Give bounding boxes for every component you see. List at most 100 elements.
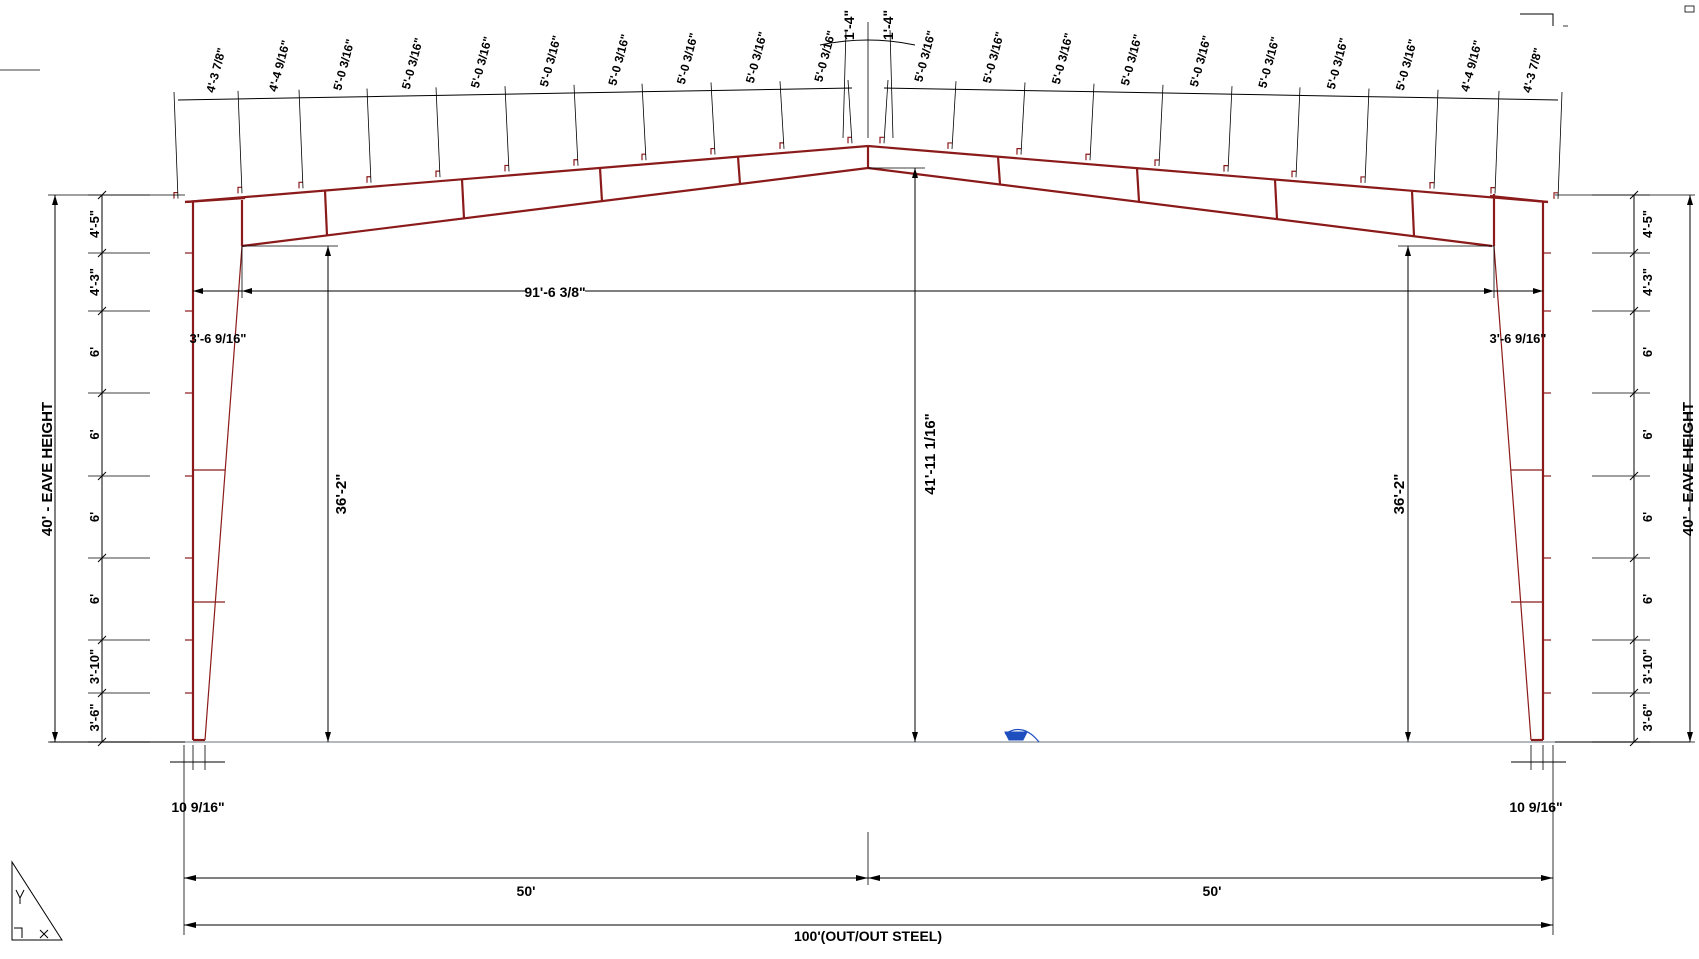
total-width-label: 100'(OUT/OUT STEEL): [794, 928, 942, 944]
base-width-dimension-right: 10 9/16": [1509, 745, 1566, 815]
purlin-extension-line: [1089, 83, 1095, 161]
rafter-left: [184, 144, 870, 248]
purlin-spacing-label-left: 5'-0 3/16": [811, 29, 838, 83]
base-width-label-right: 10 9/16": [1509, 799, 1562, 815]
purlin-spacing-label-left: 4'-4 9/16": [266, 39, 293, 93]
purlin-clip: [366, 176, 371, 183]
purlin-clip: [879, 136, 884, 144]
purlin-clip: [1553, 192, 1558, 199]
clear-height-dimension-right: 36'-2": [1391, 245, 1494, 742]
rafter-splice-plate: [1410, 190, 1416, 237]
purlin-clip: [298, 181, 303, 189]
clear-height-dimension-left: 36'-2": [242, 245, 350, 742]
base-width-dimension-left: 10 9/16": [170, 745, 225, 815]
eave-height-dimension-left: 40' - EAVE HEIGHT: [39, 194, 185, 743]
rafter-right: [867, 144, 1549, 248]
rafter-splice-plate: [598, 167, 604, 202]
purlin-extension-line: [1494, 90, 1500, 194]
purlin-extension-line: [779, 81, 785, 149]
blue-marker-icon: [1004, 728, 1040, 743]
purlin-spacing-label-right: 5'-0 3/16": [1049, 31, 1076, 85]
purlin-extension-line: [1295, 87, 1301, 178]
ridge-offset-dimensions: 1'-4" 1'-4": [819, 10, 916, 139]
purlin-extension-line: [435, 87, 441, 178]
purlin-clips: [173, 136, 1558, 199]
rafter-splice-plate: [1135, 168, 1141, 202]
purlin-clip: [1016, 148, 1021, 155]
purlin-extension-line: [951, 81, 957, 149]
purlin-extension-line: [1557, 91, 1563, 199]
purlin-clip: [573, 159, 578, 166]
purlin-spacing-label-right: 5'-0 3/16": [1393, 38, 1420, 92]
purlin-extension-line: [1158, 84, 1164, 166]
half-span-dimensions: 50' 50': [183, 745, 1554, 935]
ucs-triangle-icon: [11, 860, 63, 941]
corner-mark-right: [1520, 13, 1554, 26]
purlin-spacing-label-right: 5'-0 3/16": [1118, 33, 1145, 87]
purlin-extension-line: [1227, 86, 1233, 172]
purlin-spacing-label-left: 5'-0 3/16": [399, 36, 426, 90]
purlin-extension-line: [366, 88, 372, 183]
column-left: [184, 196, 246, 742]
purlin-spacing-label-right: 4'-4 9/16": [1458, 39, 1485, 93]
girt-clips: [185, 252, 1551, 694]
column-depth-label-left: 3'-6 9/16": [190, 331, 247, 346]
eave-height-label-right: 40' - EAVE HEIGHT: [1680, 402, 1697, 536]
purlin-spacing-label-right: 5'-0 3/16": [1187, 34, 1214, 88]
purlin-extension-line: [710, 82, 716, 155]
purlin-spacing-label-left: 5'-0 3/16": [743, 30, 770, 84]
viewport-mark: [1684, 5, 1695, 13]
girt-spacing-right-label: 6': [1640, 347, 1655, 357]
ridge-height-dimension: 41'-11 1/16": [868, 167, 939, 742]
ridge-offset-label-right: 1'-4": [880, 10, 896, 40]
purlin-clip: [435, 170, 440, 178]
purlin-extension-line: [504, 86, 510, 172]
base-width-label-left: 10 9/16": [171, 799, 224, 815]
purlin-clip: [779, 142, 784, 149]
purlin-spacing-label-left: 5'-0 3/16": [537, 34, 564, 88]
purlin-clip: [1429, 182, 1434, 189]
purlin-clip: [1490, 187, 1495, 194]
rafter-splice-plate: [323, 190, 329, 236]
purlin-clip: [1223, 165, 1228, 172]
purlin-clip: [847, 136, 852, 144]
column-depth-label-right: 3'-6 9/16": [1490, 331, 1547, 346]
girt-spacing-right-label: 3'-10": [1640, 649, 1655, 684]
rafter-splice-plate: [1273, 179, 1279, 219]
girt-spacing-right-label: 6': [1640, 594, 1655, 604]
purlin-clip: [173, 191, 178, 199]
girt-spacing-left-label: 6': [87, 512, 102, 522]
clear-height-label-right: 36'-2": [1391, 474, 1408, 515]
purlin-spacing-label-left: 5'-0 3/16": [330, 38, 357, 92]
purlin-spacing-label-left: 5'-0 3/16": [468, 35, 495, 89]
girt-spacing-left-label: 3'-6": [87, 703, 102, 731]
rafter-splice-plates: [323, 156, 1416, 237]
purlin-spacing-label-left: 5'-0 3/16": [674, 31, 701, 85]
rafter-splice-plate: [736, 156, 742, 185]
girt-spacing-left-label: 4'-5": [87, 210, 102, 238]
column-right: [1489, 194, 1549, 742]
clear-span-dimension: 91'-6 3/8": [193, 246, 1543, 301]
eave-height-label-left: 40' - EAVE HEIGHT: [39, 402, 56, 536]
purlin-spacing-label-right: 5'-0 3/16": [1255, 35, 1282, 89]
girt-spacing-right-label: 4'-3": [1640, 268, 1655, 296]
girt-spacing-right-label: 4'-5": [1640, 210, 1655, 238]
purlin-clip: [504, 164, 509, 172]
purlin-spacing-label-right: 5'-0 3/16": [980, 30, 1007, 84]
rafter-splice-plate: [460, 179, 466, 219]
girt-spacing-dimensions-left: 4'-5" 4'-3" 6' 6' 6' 6' 3'-10" 3'-6": [87, 190, 150, 747]
girt-spacing-dimensions-right: 4'-5" 4'-3" 6' 6' 6' 6' 3'-10" 3'-6": [1592, 190, 1655, 747]
purlin-clip: [947, 142, 952, 149]
girt-spacing-right-label: 6': [1640, 429, 1655, 439]
purlin-clip: [641, 153, 646, 161]
girt-spacing-left-label: 6': [87, 347, 102, 357]
purlin-extension-line: [847, 79, 853, 144]
eave-height-dimension-right: 40' - EAVE HEIGHT: [1555, 194, 1697, 743]
girt-spacing-right-label: 6': [1640, 512, 1655, 522]
clear-span-label: 91'-6 3/8": [524, 284, 585, 300]
purlin-extension-line: [573, 84, 579, 166]
total-width-dimension: 100'(OUT/OUT STEEL): [184, 922, 1553, 944]
purlin-spacing-label-left: 5'-0 3/16": [605, 33, 632, 87]
ridge-offset-label-left: 1'-4": [841, 10, 857, 40]
